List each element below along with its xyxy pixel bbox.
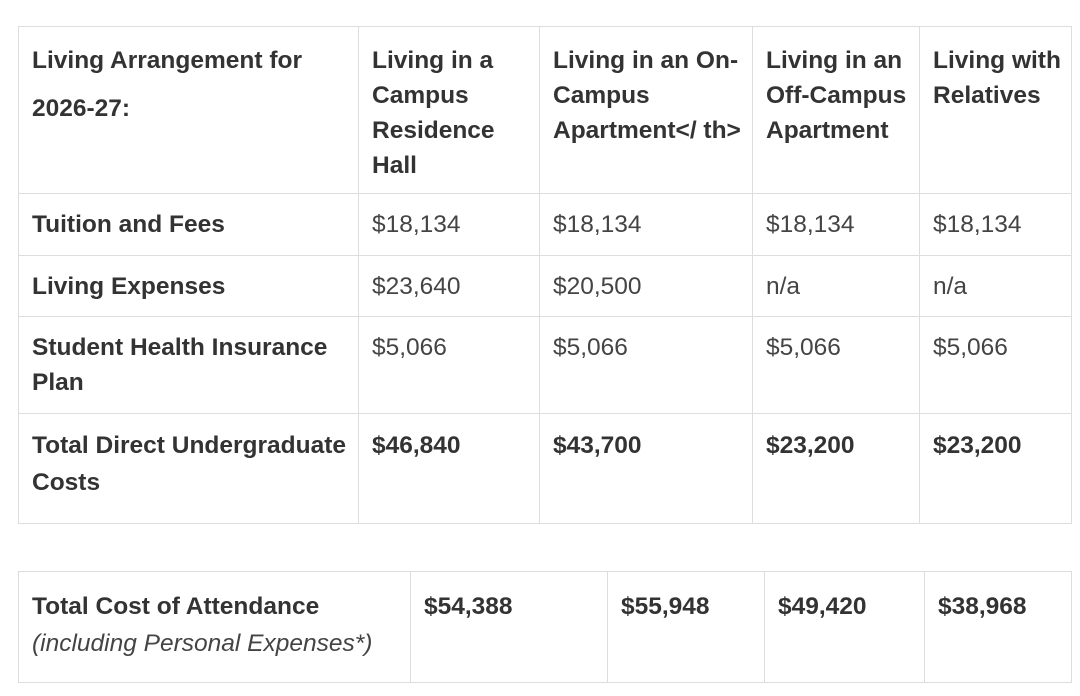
cell-value: $20,500 — [539, 255, 753, 317]
living-with-relatives-header: Living with Relatives — [919, 26, 1072, 194]
attendance-note: (including Personal Expenses*) — [32, 630, 373, 657]
attendance-row: Total Cost of Attendance (including Pers… — [18, 571, 1072, 683]
row-label: Total Direct Undergraduate Costs — [18, 413, 359, 524]
campus-residence-hall-header: Living in a Campus Residence Hall — [358, 26, 540, 194]
cell-value: $18,134 — [752, 193, 920, 256]
attendance-value: $38,968 — [924, 571, 1072, 683]
table-row: Tuition and Fees $18,134 $18,134 $18,134… — [18, 193, 1072, 256]
cell-value: n/a — [752, 255, 920, 317]
off-campus-apartment-header: Living in an Off-Campus Apartment — [752, 26, 920, 194]
attendance-value: $54,388 — [410, 571, 608, 683]
attendance-label: Total Cost of Attendance — [32, 593, 320, 620]
attendance-table: Total Cost of Attendance (including Pers… — [18, 571, 1072, 683]
cell-value: $18,134 — [539, 193, 753, 256]
attendance-label-cell: Total Cost of Attendance (including Pers… — [18, 571, 411, 683]
total-row: Total Direct Undergraduate Costs $46,840… — [18, 413, 1072, 524]
total-value: $23,200 — [919, 413, 1072, 524]
cell-value: $18,134 — [919, 193, 1072, 256]
total-value: $46,840 — [358, 413, 540, 524]
cell-value: $18,134 — [358, 193, 540, 256]
cell-value: $5,066 — [919, 316, 1072, 414]
row-label: Tuition and Fees — [18, 193, 359, 256]
row-label: Living Expenses — [18, 255, 359, 317]
cell-value: $23,640 — [358, 255, 540, 317]
cell-value: $5,066 — [358, 316, 540, 414]
on-campus-apartment-header: Living in an On-Campus Apartment</ th> — [539, 26, 753, 194]
cell-value: $5,066 — [539, 316, 753, 414]
living-arrangement-header: Living Arrangement for 2026-27: — [18, 26, 359, 194]
cost-table: Living Arrangement for 2026-27: Living i… — [18, 26, 1072, 524]
row-label: Student Health Insurance Plan — [18, 316, 359, 414]
attendance-value: $49,420 — [764, 571, 925, 683]
cell-value: n/a — [919, 255, 1072, 317]
cell-value: $5,066 — [752, 316, 920, 414]
table-row: Living Expenses $23,640 $20,500 n/a n/a — [18, 255, 1072, 317]
total-value: $23,200 — [752, 413, 920, 524]
total-value: $43,700 — [539, 413, 753, 524]
table-header-row: Living Arrangement for 2026-27: Living i… — [18, 26, 1072, 194]
table-row: Student Health Insurance Plan $5,066 $5,… — [18, 316, 1072, 414]
attendance-value: $55,948 — [607, 571, 765, 683]
